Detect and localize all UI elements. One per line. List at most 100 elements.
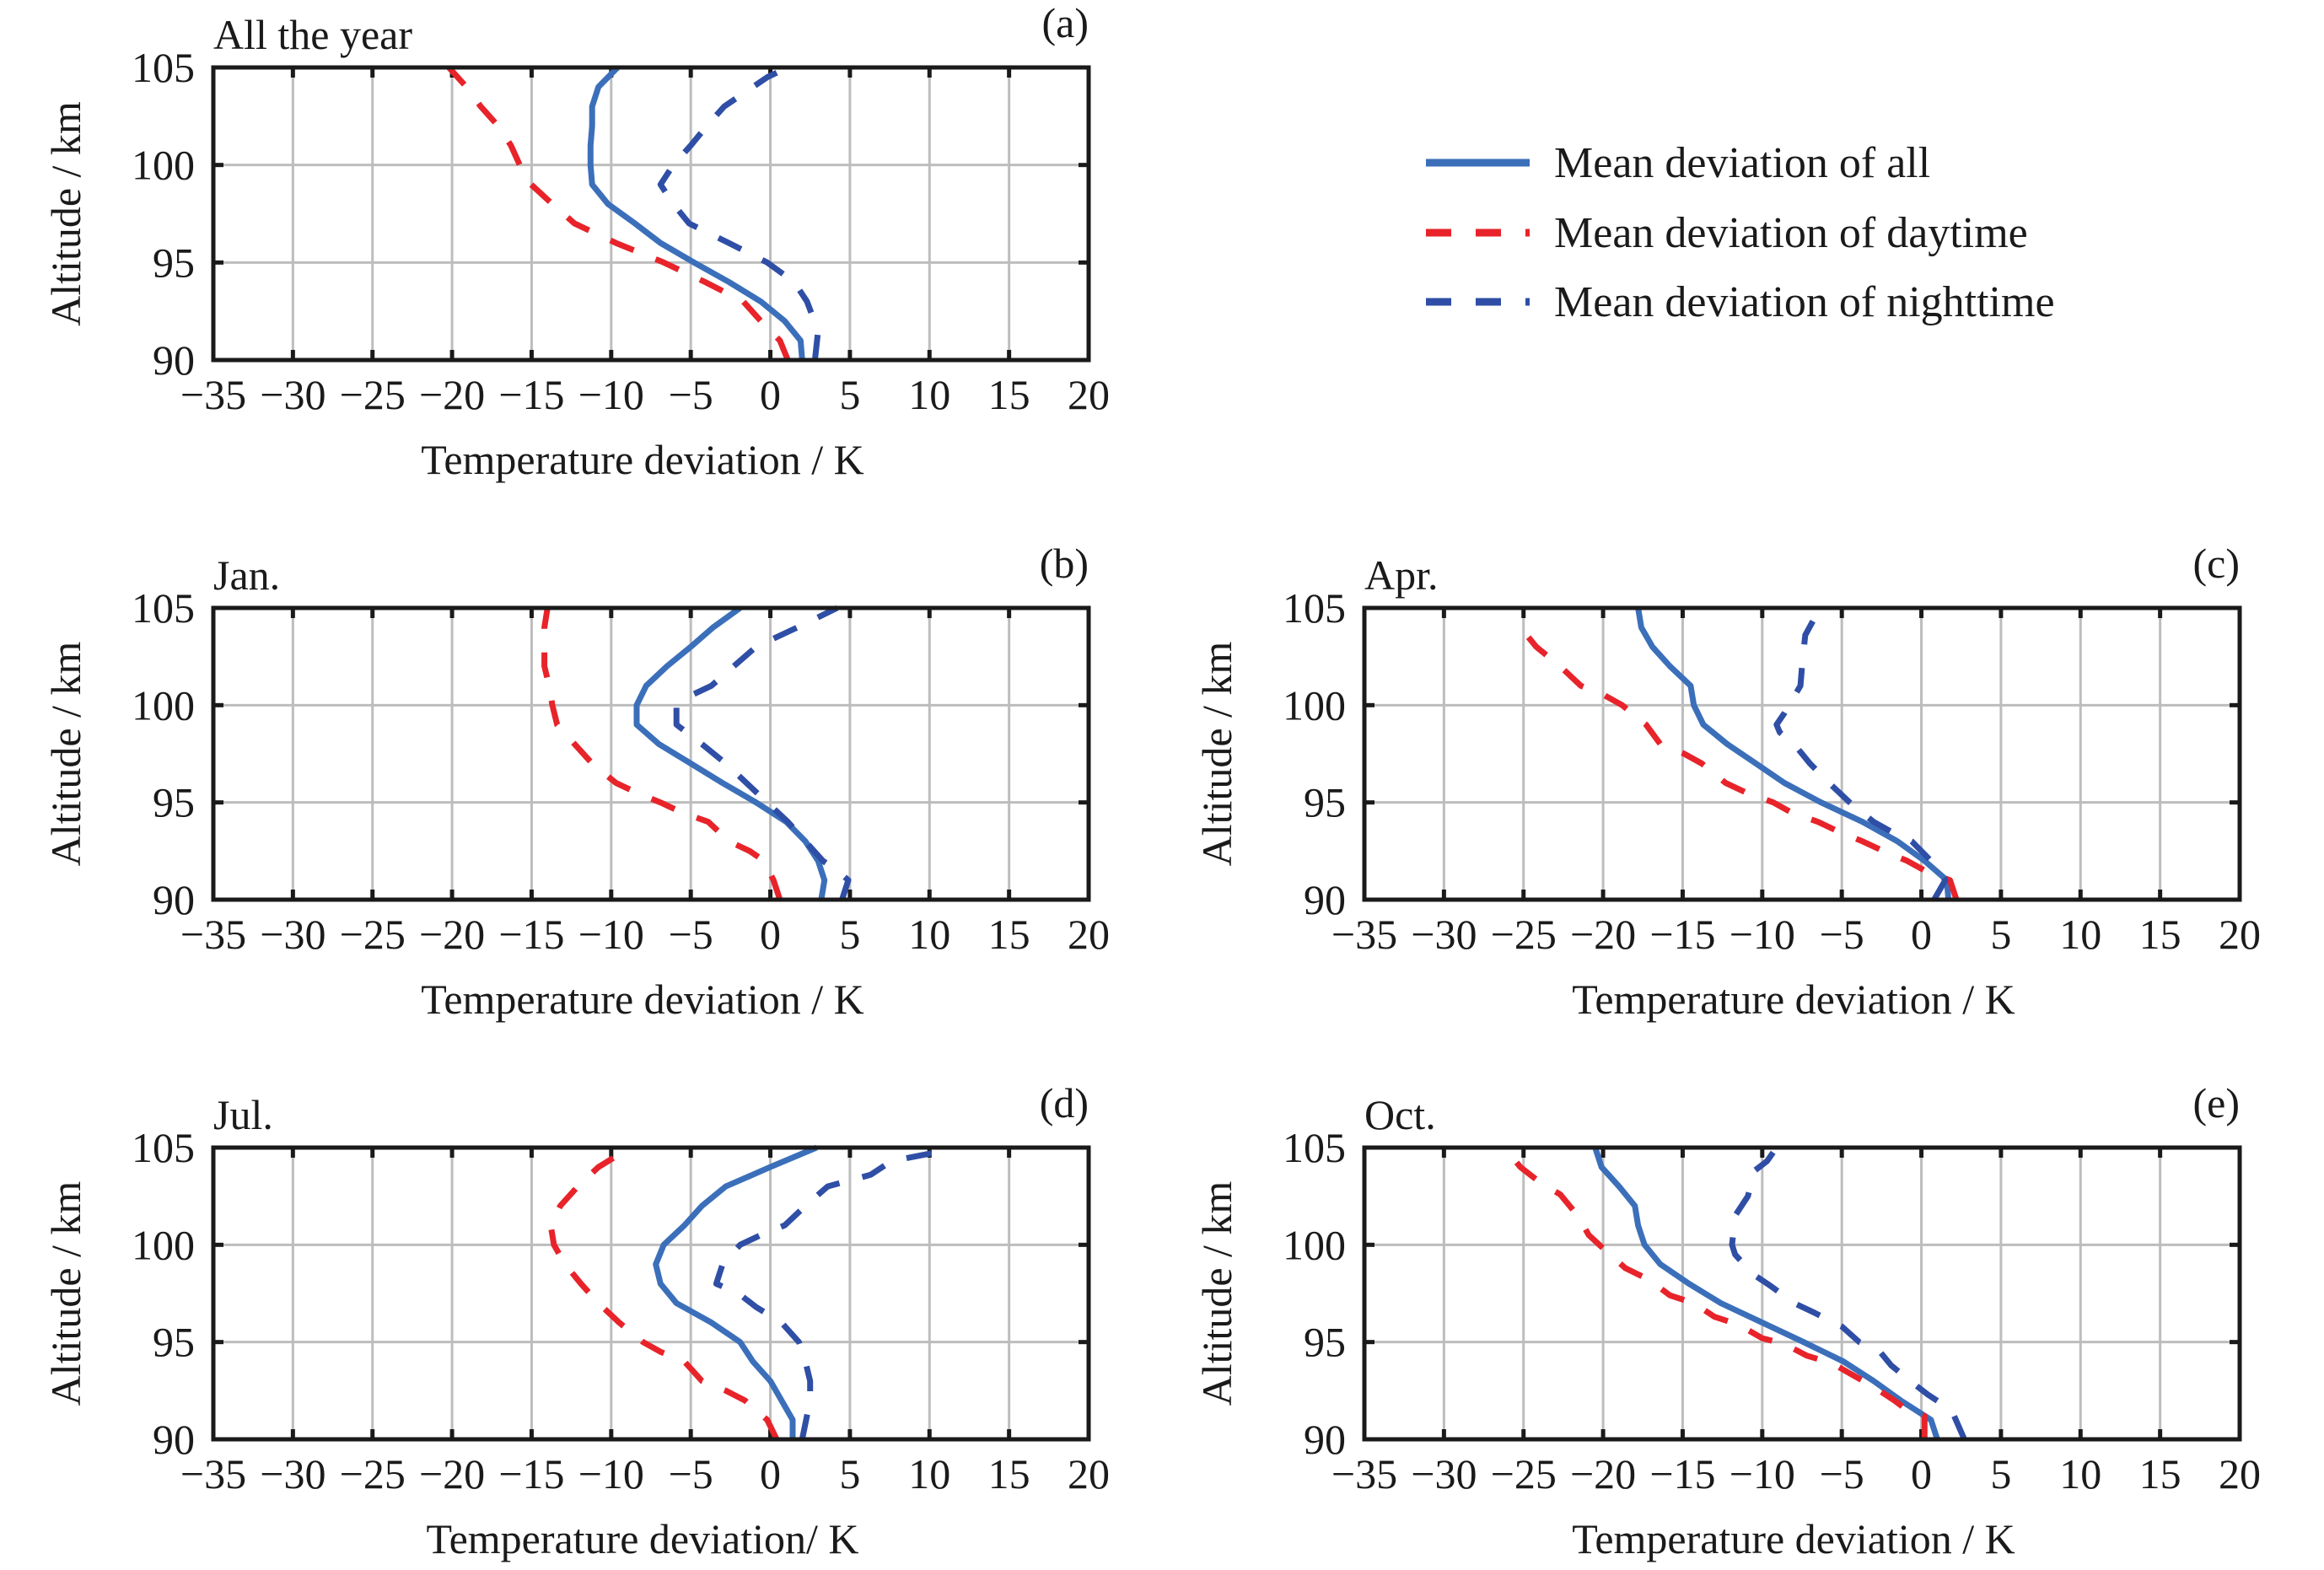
y-tick-label: 95 [153,1319,195,1366]
y-tick-label: 105 [132,1124,195,1171]
series-all-line [653,1144,818,1439]
legend-label-daytime: Mean deviation of daytime [1554,209,2028,257]
y-tick-label: 105 [1283,584,1346,632]
grid [213,1148,1089,1439]
x-tick-label: −25 [340,371,406,418]
x-tick-label: 5 [1990,1450,2011,1497]
legend-item-daytime: Mean deviation of daytime [1426,209,2028,257]
x-tick-labels: −35 −30 −25 −20 −15 −10 −5 0 5 10 15 20 [1331,1450,2261,1497]
y-tick-label: 95 [153,239,195,286]
y-tick-labels: 90 95 100 105 [1283,1124,1346,1463]
panel-tag: (e) [2193,1079,2241,1126]
legend-label-all: Mean deviation of all [1554,139,1930,187]
y-axis-label: Altitude / km [42,1181,89,1406]
x-tick-labels: −35 −30 −25 −20 −15 −10 −5 0 5 10 15 20 [1331,911,2261,958]
curves [1502,1145,1967,1441]
panel-tag: (a) [1042,0,1089,46]
x-tick-label: −10 [578,371,644,418]
y-tick-label: 100 [132,142,195,189]
y-axis-label: Altitude / km [1193,1181,1240,1406]
x-tick-label: 10 [908,371,950,418]
x-tick-label: −35 [1331,1450,1397,1497]
y-axis-label: Altitude / km [42,642,89,867]
y-tick-labels: 90 95 100 105 [132,584,195,923]
x-tick-label: −10 [1730,1450,1795,1497]
x-tick-label: 15 [2139,911,2181,958]
x-tick-label: −30 [1411,911,1477,958]
x-tick-label: 0 [760,911,781,958]
x-tick-label: 15 [2139,1450,2181,1497]
series-daytime-line [1518,625,1960,901]
series-nighttime-line [1773,616,1949,901]
x-tick-label: −20 [419,911,485,958]
x-tick-label: 20 [1068,1450,1110,1497]
y-tick-labels: 90 95 100 105 [1283,584,1346,923]
series-all-line [587,65,805,361]
ticks [211,1145,1091,1442]
x-tick-label: −20 [1570,1450,1636,1497]
x-tick-label: −25 [1491,1450,1557,1497]
x-tick-label: 20 [2219,1450,2261,1497]
x-tick-label: −35 [180,911,246,958]
x-tick-label: −25 [1491,911,1557,958]
x-tick-label: 20 [2219,911,2261,958]
y-tick-label: 105 [1283,1124,1346,1171]
x-tick-label: −10 [578,1450,644,1497]
y-tick-label: 90 [153,336,195,384]
panel-tag: (d) [1040,1079,1089,1126]
x-tick-label: −15 [1649,911,1715,958]
legend-item-nighttime: Mean deviation of nighttime [1426,278,2055,326]
curves [1518,607,1960,901]
panel-title: Jul. [213,1091,273,1138]
y-axis-label: Altitude / km [1193,642,1240,867]
x-tick-label: −5 [1820,1450,1864,1497]
y-axis-label: Altitude / km [42,101,89,326]
series-all-line [633,605,828,901]
x-tick-label: 5 [1990,911,2011,958]
plot-frame [211,65,1091,363]
x-axis-label: Temperature deviation / K [1572,1515,2015,1562]
x-tick-label: 20 [1068,371,1110,418]
ticks [211,605,1091,902]
plot-frame [1362,605,2242,902]
x-tick-label: 15 [988,1450,1030,1497]
x-tick-label: −35 [1331,911,1397,958]
x-tick-labels: −35 −30 −25 −20 −15 −10 −5 0 5 10 15 20 [180,371,1110,418]
x-axis-label: Temperature deviation/ K [427,1515,859,1562]
x-tick-label: −30 [1411,1450,1477,1497]
x-tick-label: 15 [988,371,1030,418]
panel-title: Jan. [213,551,280,599]
x-axis-label: Temperature deviation / K [1572,976,2015,1023]
panel-tag: (b) [1040,540,1089,587]
y-tick-label: 95 [153,779,195,826]
curves [446,64,821,362]
series-daytime-line [1502,1145,1928,1439]
panel-tag: (c) [2193,540,2241,587]
x-tick-label: 15 [988,911,1030,958]
ticks [211,65,1091,363]
x-tick-label: −15 [498,1450,564,1497]
x-tick-label: −35 [180,371,246,418]
panel-title: All the year [213,11,412,58]
panel-b: −35 −30 −25 −20 −15 −10 −5 0 5 10 15 20 90 95 100 105 Te… [42,540,1110,1023]
x-tick-label: 5 [839,1450,860,1497]
x-tick-label: −5 [669,1450,713,1497]
series-nighttime-line [1729,1145,1967,1441]
y-tick-label: 105 [132,584,195,632]
x-tick-label: 5 [839,371,860,418]
x-tick-label: −20 [419,371,485,418]
panel-a: −35 −30 −25 −20 −15 −10 −5 0 5 10 15 20 90 95 100 105 Te… [42,0,1110,483]
y-tick-label: 100 [132,681,195,729]
series-daytime-line [547,1153,780,1441]
x-tick-label: −15 [498,371,564,418]
legend-label-nighttime: Mean deviation of nighttime [1554,278,2055,326]
plot-frame [1362,1145,2242,1442]
x-tick-labels: −35 −30 −25 −20 −15 −10 −5 0 5 10 15 20 [180,911,1110,958]
x-tick-label: 10 [2059,911,2101,958]
x-tick-label: −15 [498,911,564,958]
panel-title: Apr. [1364,551,1439,599]
y-tick-label: 95 [1304,779,1346,826]
grid [213,67,1089,360]
series-nighttime-line [657,64,821,361]
panel-e: −35 −30 −25 −20 −15 −10 −5 0 5 10 15 20 90 95 100 105 Te… [1193,1079,2261,1562]
